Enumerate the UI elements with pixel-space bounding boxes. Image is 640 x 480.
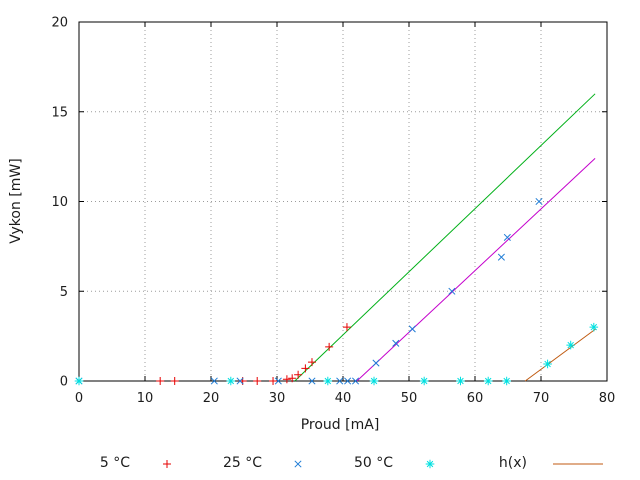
x-tick-label: 40 <box>335 391 352 406</box>
cross-marker-point <box>497 253 505 261</box>
plus-icon <box>163 460 171 468</box>
legend-cross-marker-25-c <box>294 460 302 468</box>
x-tick-label: 30 <box>269 391 286 406</box>
plus-marker-point <box>253 377 262 385</box>
cross-marker-point <box>336 377 344 385</box>
legend-label-5-c: 5 °C <box>99 455 130 471</box>
series-25-c <box>75 197 543 385</box>
star-marker-point <box>543 359 552 369</box>
x-tick-label: 0 <box>75 391 83 406</box>
series-5-c <box>156 323 351 385</box>
plus-marker-point <box>307 358 316 367</box>
fit-line-fit-25-c <box>356 158 596 382</box>
fit-line-fit-5-c <box>294 93 596 382</box>
cross-marker-point <box>344 377 352 385</box>
plus-marker-point <box>156 377 165 385</box>
legend-label-h-x: h(x) <box>498 455 527 471</box>
cross-marker-point <box>351 377 360 385</box>
cross-marker-point <box>236 377 244 385</box>
star-marker-point <box>566 340 575 350</box>
series-50-c <box>74 322 599 386</box>
plus-marker-point <box>282 375 291 384</box>
cross-marker-point <box>372 359 380 367</box>
x-tick-label: 50 <box>401 391 418 406</box>
star-marker-point <box>369 376 379 386</box>
star-marker-point <box>502 376 511 386</box>
y-axis-title: Vykon [mW] <box>8 158 24 244</box>
star-marker-point <box>483 376 493 386</box>
legend: 5 °C 25 °C 50 °C h(x) <box>0 455 640 475</box>
y-tick-label: 15 <box>51 105 68 120</box>
x-axis-title: Proud [mA] <box>300 417 380 433</box>
cross-marker-point <box>408 325 416 333</box>
star-marker-point <box>74 376 84 386</box>
y-tick-label: 5 <box>60 285 68 300</box>
y-tick-label: 10 <box>51 195 68 210</box>
y-tick-label: 20 <box>51 16 68 31</box>
plus-marker-point <box>170 377 179 385</box>
star-icon <box>425 459 435 469</box>
x-tick-label: 10 <box>137 391 154 406</box>
plus-marker-point <box>269 377 278 385</box>
plus-marker-point <box>325 342 334 351</box>
cross-marker-point <box>448 287 456 295</box>
legend-star-marker-50-c <box>425 459 435 469</box>
legend-label-25-c: 25 °C <box>222 455 262 471</box>
x-tick-label: 20 <box>203 391 220 406</box>
cross-marker-point <box>210 377 218 385</box>
legend-label-50-c: 50 °C <box>353 455 393 471</box>
fit-line-h-x <box>524 328 597 382</box>
cross-marker-point <box>392 339 400 347</box>
star-marker-point <box>226 376 236 386</box>
cross-marker-point <box>274 377 282 385</box>
plus-marker-point <box>301 364 310 373</box>
star-marker-point <box>589 322 599 332</box>
cross-marker-point <box>535 197 543 206</box>
star-marker-point <box>456 376 465 386</box>
star-marker-point <box>323 376 333 386</box>
cross-marker-point <box>503 233 511 241</box>
x-tick-label: 80 <box>599 391 616 406</box>
legend-line-sample-h-x <box>553 463 603 465</box>
plus-marker-point <box>288 374 297 383</box>
cross-icon <box>294 460 302 468</box>
grid <box>79 22 607 381</box>
x-tick-label: 60 <box>467 391 484 406</box>
plus-marker-point <box>342 323 351 332</box>
cross-marker-point <box>308 377 316 385</box>
x-tick-label: 70 <box>533 391 550 406</box>
plus-marker-point <box>294 370 303 379</box>
y-tick-label: 0 <box>60 375 68 390</box>
star-marker-point <box>419 376 429 386</box>
legend-plus-marker-5-c <box>163 460 171 468</box>
